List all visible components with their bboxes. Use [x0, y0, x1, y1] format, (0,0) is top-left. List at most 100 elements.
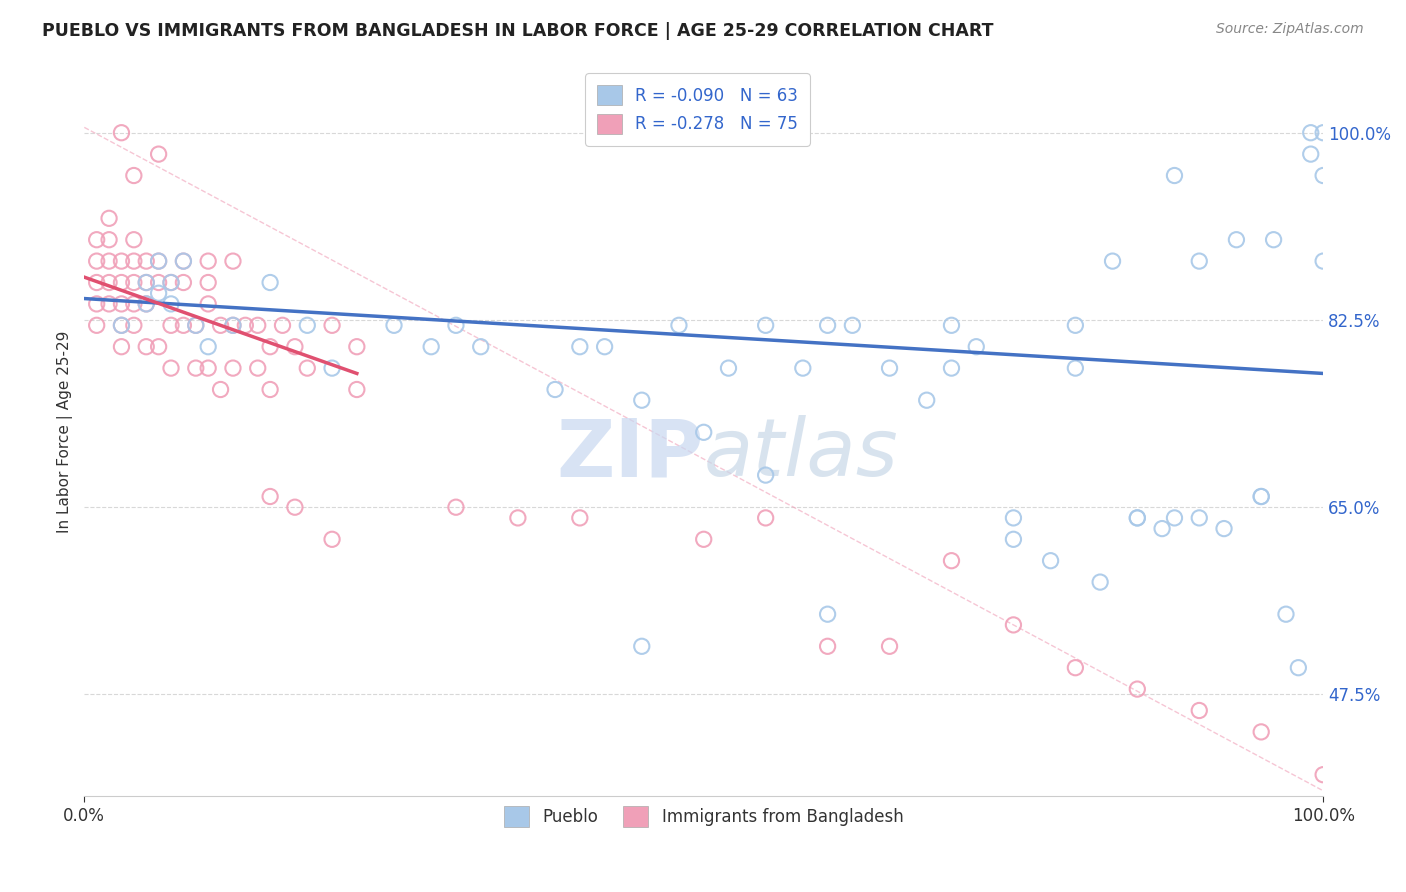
Text: PUEBLO VS IMMIGRANTS FROM BANGLADESH IN LABOR FORCE | AGE 25-29 CORRELATION CHAR: PUEBLO VS IMMIGRANTS FROM BANGLADESH IN … [42, 22, 994, 40]
Point [693, 425, 716, 440]
Point [1250, 490, 1272, 504]
Point [222, 318, 245, 333]
Point [915, 393, 938, 408]
Point [148, 276, 170, 290]
Point [110, 254, 132, 268]
Point [284, 500, 307, 515]
Point [246, 318, 269, 333]
Legend: Pueblo, Immigrants from Bangladesh: Pueblo, Immigrants from Bangladesh [496, 798, 911, 835]
Point [1126, 511, 1149, 525]
Point [817, 640, 839, 654]
Point [1312, 169, 1334, 183]
Point [110, 276, 132, 290]
Point [209, 318, 232, 333]
Point [1225, 233, 1247, 247]
Point [135, 276, 157, 290]
Point [148, 340, 170, 354]
Point [86, 233, 108, 247]
Point [630, 393, 652, 408]
Point [197, 361, 219, 376]
Point [1312, 767, 1334, 781]
Point [1263, 233, 1285, 247]
Point [259, 490, 281, 504]
Point [1064, 318, 1087, 333]
Point [197, 340, 219, 354]
Point [110, 297, 132, 311]
Point [98, 233, 121, 247]
Point [160, 297, 183, 311]
Point [321, 318, 343, 333]
Point [755, 318, 778, 333]
Point [246, 361, 269, 376]
Point [271, 318, 294, 333]
Point [668, 318, 690, 333]
Point [1101, 254, 1123, 268]
Point [197, 276, 219, 290]
Point [148, 147, 170, 161]
Text: Source: ZipAtlas.com: Source: ZipAtlas.com [1216, 22, 1364, 37]
Point [148, 286, 170, 301]
Point [160, 276, 183, 290]
Point [122, 169, 145, 183]
Point [593, 340, 616, 354]
Point [1188, 254, 1211, 268]
Point [259, 383, 281, 397]
Point [1163, 169, 1185, 183]
Point [693, 533, 716, 547]
Point [1064, 661, 1087, 675]
Point [110, 126, 132, 140]
Point [160, 361, 183, 376]
Point [841, 318, 863, 333]
Point [630, 640, 652, 654]
Point [817, 607, 839, 622]
Point [1286, 661, 1309, 675]
Point [941, 318, 963, 333]
Point [135, 254, 157, 268]
Point [222, 318, 245, 333]
Point [1163, 511, 1185, 525]
Point [1312, 254, 1334, 268]
Point [941, 361, 963, 376]
Point [148, 254, 170, 268]
Point [110, 340, 132, 354]
Point [1299, 147, 1322, 161]
Point [321, 533, 343, 547]
Point [98, 297, 121, 311]
Point [1002, 511, 1025, 525]
Point [346, 340, 368, 354]
Point [1250, 725, 1272, 739]
Point [1002, 533, 1025, 547]
Point [506, 511, 529, 525]
Point [259, 276, 281, 290]
Point [1039, 554, 1062, 568]
Point [1088, 575, 1111, 590]
Point [160, 318, 183, 333]
Point [122, 276, 145, 290]
Point [297, 318, 319, 333]
Point [792, 361, 814, 376]
Point [110, 318, 132, 333]
Point [346, 383, 368, 397]
Point [122, 254, 145, 268]
Point [209, 383, 232, 397]
Point [965, 340, 987, 354]
Point [197, 297, 219, 311]
Point [755, 511, 778, 525]
Point [755, 468, 778, 483]
Point [1275, 607, 1298, 622]
Point [470, 340, 492, 354]
Point [98, 276, 121, 290]
Point [172, 254, 194, 268]
Point [148, 254, 170, 268]
Point [184, 318, 207, 333]
Point [321, 361, 343, 376]
Point [717, 361, 740, 376]
Point [879, 361, 901, 376]
Point [184, 318, 207, 333]
Point [122, 233, 145, 247]
Point [544, 383, 567, 397]
Point [233, 318, 256, 333]
Text: ZIP: ZIP [557, 415, 704, 493]
Point [184, 361, 207, 376]
Point [135, 276, 157, 290]
